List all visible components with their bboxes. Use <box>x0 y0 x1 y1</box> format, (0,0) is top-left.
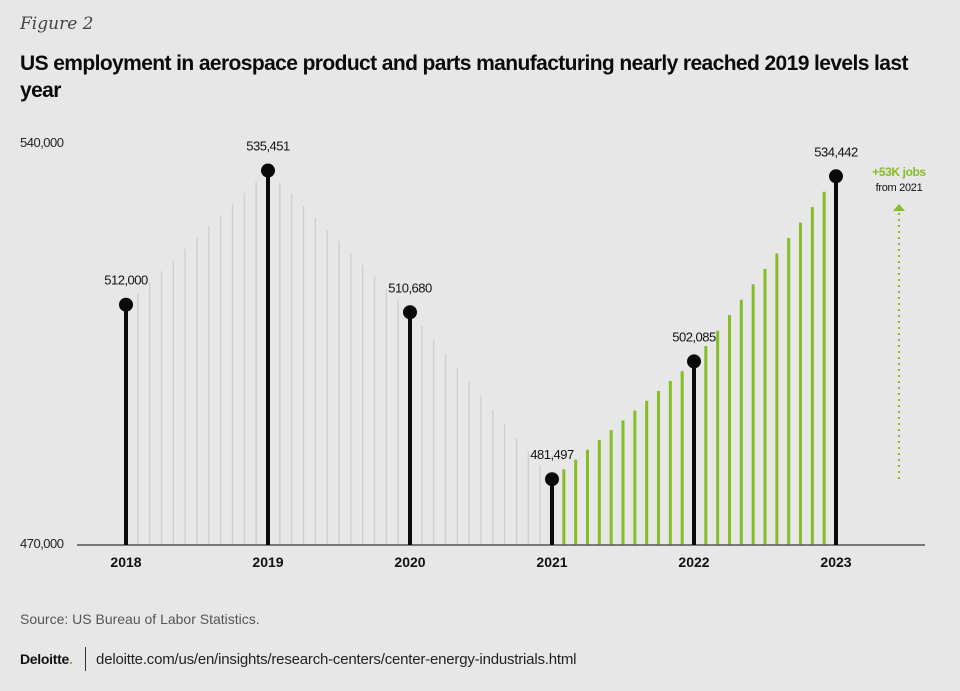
chart-title: US employment in aerospace product and p… <box>20 52 908 102</box>
arrow-up-icon <box>893 204 905 211</box>
logo-dot: . <box>68 651 73 667</box>
year-point <box>687 354 701 369</box>
year-point <box>829 169 843 184</box>
x-tick-label: 2020 <box>394 554 425 570</box>
annotation-headline: +53K jobs <box>872 165 926 179</box>
x-tick-label: 2019 <box>252 554 283 570</box>
logo-text: Deloitte <box>20 651 69 667</box>
data-label: 512,000 <box>104 273 148 288</box>
footer: Deloitte. deloitte.com/us/en/insights/re… <box>20 647 576 671</box>
footer-url-link[interactable]: deloitte.com/us/en/insights/research-cen… <box>96 650 577 668</box>
chart: 512,000 2018 535,451 2019 510,680 2020 481,497… <box>20 135 927 570</box>
year-point <box>261 163 275 178</box>
data-label: 510,680 <box>388 280 432 295</box>
annotation-subline: from 2021 <box>876 182 923 194</box>
monthly-bars <box>137 181 826 545</box>
x-tick-label: 2021 <box>536 554 567 570</box>
figure-label: Figure 2 <box>20 14 94 34</box>
data-label: 534,442 <box>814 144 858 159</box>
footer-divider <box>84 647 87 671</box>
source-note: Source: US Bureau of Labor Statistics. <box>20 611 260 627</box>
year-point <box>403 305 417 320</box>
year-point <box>545 472 559 487</box>
x-tick-label: 2018 <box>110 554 141 570</box>
deloitte-logo: Deloitte. <box>20 651 73 667</box>
y-tick-label-bottom: 470,000 <box>20 536 64 551</box>
y-tick-label-top: 540,000 <box>20 135 64 150</box>
x-tick-label: 2022 <box>678 554 709 570</box>
annotation-group: +53K jobs from 2021 <box>872 165 927 479</box>
data-label: 535,451 <box>246 139 290 154</box>
data-label: 502,085 <box>672 329 716 344</box>
data-label: 481,497 <box>530 447 574 462</box>
x-tick-label: 2023 <box>820 554 851 570</box>
year-point <box>119 297 133 312</box>
year-anchors: 512,000 2018 535,451 2019 510,680 2020 481,497… <box>104 139 858 570</box>
